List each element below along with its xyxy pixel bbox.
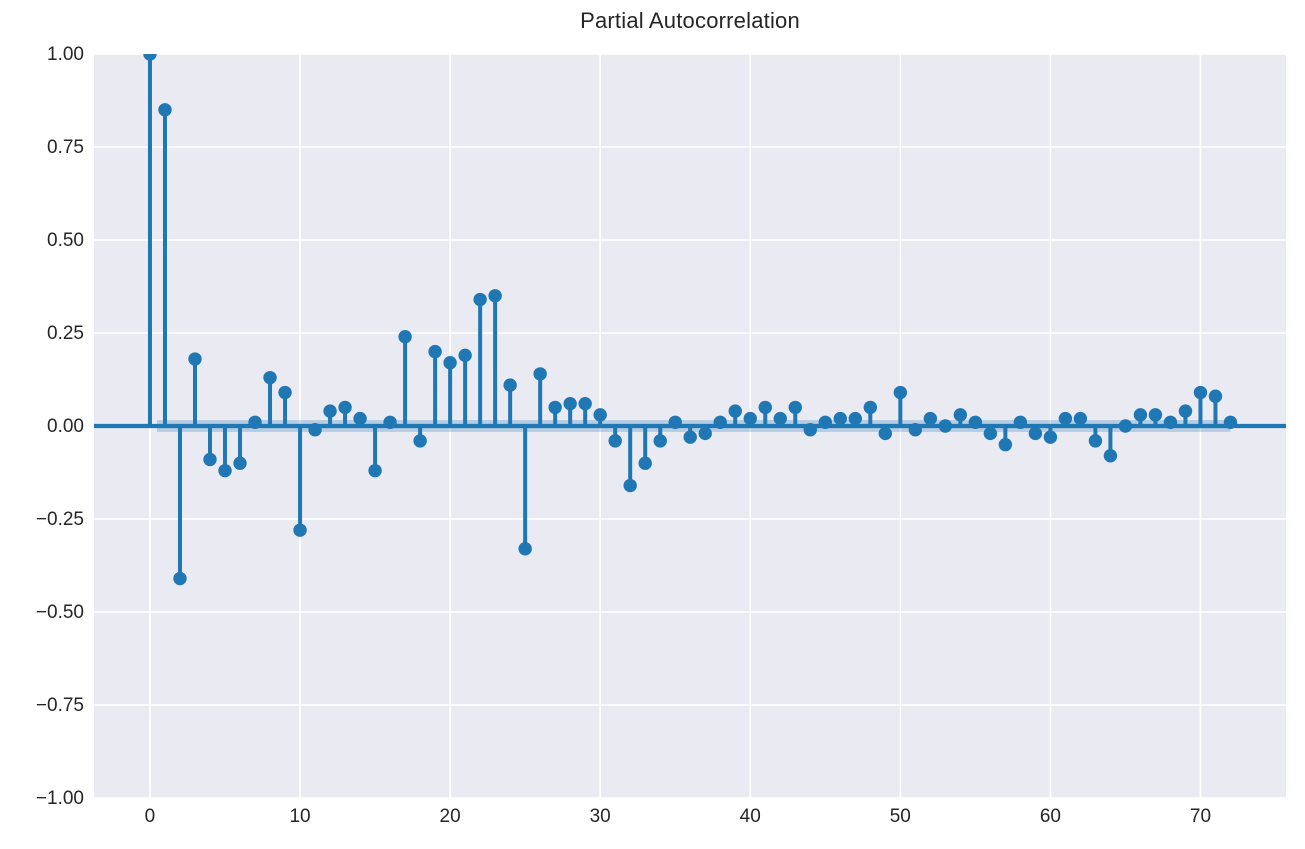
stem-marker xyxy=(848,411,863,426)
y-tick-label: 1.00 xyxy=(47,44,84,65)
stem-marker xyxy=(173,571,187,586)
stem-marker xyxy=(533,367,547,381)
stem-marker xyxy=(1118,419,1133,433)
stem-marker xyxy=(1178,404,1193,418)
y-tick-label: 0.75 xyxy=(47,137,84,158)
stem-marker xyxy=(383,415,397,429)
stem-marker xyxy=(248,415,262,429)
x-tick-label: 60 xyxy=(1039,806,1061,827)
stem-marker xyxy=(398,330,412,344)
stem-marker xyxy=(203,452,217,467)
stem-marker xyxy=(1088,434,1103,448)
stem-marker xyxy=(683,430,697,444)
stem-marker xyxy=(668,415,682,429)
y-tick-label: −0.25 xyxy=(35,509,84,530)
stem-marker xyxy=(1058,411,1073,426)
stem-marker xyxy=(443,356,457,370)
stem-marker xyxy=(413,434,427,448)
stem-marker xyxy=(218,463,232,478)
chart-title: Partial Autocorrelation xyxy=(580,8,800,33)
stem-marker xyxy=(653,434,667,448)
stem-marker xyxy=(593,408,607,422)
stem-marker xyxy=(743,411,757,426)
stem-marker xyxy=(908,423,923,437)
x-tick-label: 30 xyxy=(589,806,611,827)
y-tick-label: −0.75 xyxy=(35,695,84,716)
stem-marker xyxy=(893,385,908,400)
stem-marker xyxy=(713,415,727,429)
stem-marker xyxy=(188,352,202,366)
stem-marker xyxy=(1133,408,1148,422)
stem-marker xyxy=(503,378,517,392)
stem-marker xyxy=(263,370,277,385)
stem-marker xyxy=(968,415,983,429)
x-tick-label: 50 xyxy=(889,806,911,827)
stem-marker xyxy=(233,456,247,470)
stem-marker xyxy=(983,426,998,441)
stem-marker xyxy=(1148,408,1163,422)
stem-marker xyxy=(353,411,367,426)
stem-marker xyxy=(773,411,787,426)
pacf-plot-area xyxy=(94,54,1286,798)
stem-marker xyxy=(293,523,307,537)
stem-marker xyxy=(338,400,352,415)
stem-marker xyxy=(1043,430,1058,444)
stem-marker xyxy=(1163,415,1178,429)
y-tick-label: −0.50 xyxy=(35,602,84,623)
x-tick-label: 20 xyxy=(439,806,461,827)
stem-marker xyxy=(998,437,1013,452)
stem-marker xyxy=(1028,426,1043,441)
stem-marker xyxy=(368,463,382,478)
stem-marker xyxy=(1013,415,1028,429)
stem-marker xyxy=(563,396,577,411)
stem-marker xyxy=(323,404,337,418)
stem-marker xyxy=(278,385,292,400)
x-tick-label: 10 xyxy=(289,806,311,827)
stem-marker xyxy=(578,396,592,411)
stem-marker xyxy=(803,423,817,437)
stem-marker xyxy=(608,434,622,448)
x-tick-label: 70 xyxy=(1189,806,1212,827)
stem-marker xyxy=(1073,411,1088,426)
stem-marker xyxy=(473,292,487,307)
stem-marker xyxy=(953,408,968,422)
stem-marker xyxy=(518,542,532,556)
stem-marker xyxy=(428,344,442,359)
stem-marker xyxy=(308,423,322,437)
stem-marker xyxy=(638,456,652,470)
stem-marker xyxy=(788,400,802,415)
stem-marker xyxy=(158,103,172,117)
stem-marker xyxy=(1103,449,1118,463)
x-tick-label: 40 xyxy=(739,806,761,827)
x-tick-label: 0 xyxy=(144,806,156,827)
stem-marker xyxy=(878,426,893,441)
stem-marker xyxy=(1193,385,1208,400)
stem-marker xyxy=(758,400,772,415)
stem-marker xyxy=(1223,415,1238,429)
stem-marker xyxy=(818,415,832,429)
stem-marker xyxy=(143,54,157,61)
stem-marker xyxy=(728,404,742,418)
stem-marker xyxy=(833,411,847,426)
stem-marker xyxy=(623,478,637,493)
stem-marker xyxy=(458,348,472,363)
stem-marker xyxy=(938,419,953,433)
y-tick-label: 0.50 xyxy=(47,230,84,251)
stem-marker xyxy=(488,289,502,303)
y-tick-label: −1.00 xyxy=(35,788,84,809)
stem-marker xyxy=(1208,389,1223,403)
y-tick-label: 0.25 xyxy=(47,323,84,344)
y-tick-label: 0.00 xyxy=(47,416,84,437)
stem-marker xyxy=(923,411,938,426)
stem-marker xyxy=(698,426,712,441)
stem-marker xyxy=(863,400,878,415)
stem-marker xyxy=(548,400,562,415)
